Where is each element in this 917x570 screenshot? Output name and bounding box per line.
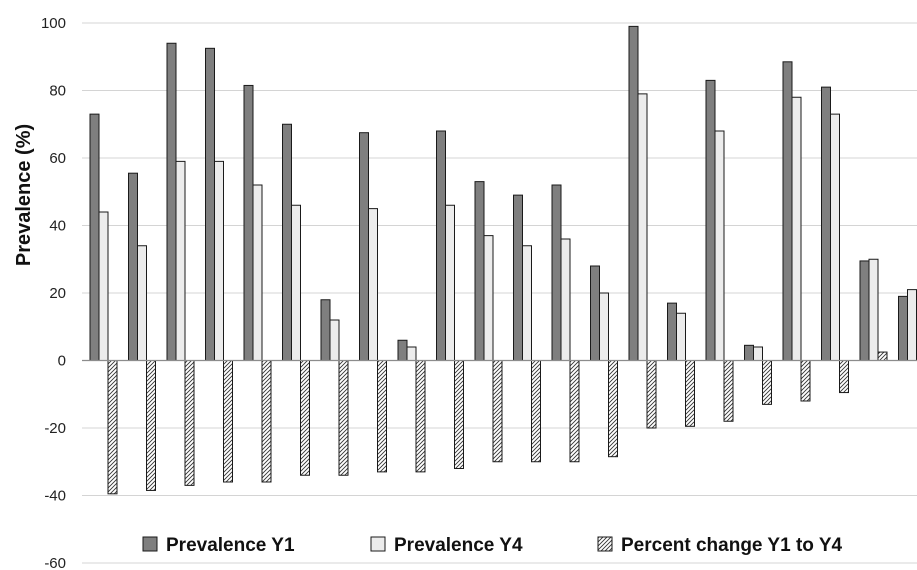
bar-prevalence-y4 xyxy=(907,289,917,361)
legend-item: Percent change Y1 to Y4 xyxy=(597,535,842,556)
bar-prevalence-y4 xyxy=(291,204,301,361)
bar-prevalence-y4 xyxy=(214,160,224,361)
bar-prevalence-y4 xyxy=(599,292,609,361)
bar-percent-change xyxy=(800,360,811,402)
bar-percent-change xyxy=(338,360,349,476)
bar-percent-change xyxy=(646,360,657,429)
bar-percent-change xyxy=(877,351,888,361)
bar-prevalence-y4 xyxy=(753,346,763,361)
bar-prevalence-y1 xyxy=(166,42,177,361)
bar-prevalence-y1 xyxy=(474,181,485,361)
legend-label: Percent change Y1 to Y4 xyxy=(621,535,842,556)
bar-prevalence-y1 xyxy=(667,302,677,361)
bar-prevalence-y1 xyxy=(243,84,254,361)
y-tick-label: 20 xyxy=(49,285,66,302)
bar-prevalence-y4 xyxy=(791,96,802,361)
bar-prevalence-y1 xyxy=(590,265,600,361)
bar-percent-change xyxy=(723,360,734,422)
bar-prevalence-y4 xyxy=(868,258,879,361)
bars xyxy=(89,25,917,495)
bar-percent-change xyxy=(608,360,618,458)
legend-swatch xyxy=(597,536,613,552)
bar-percent-change xyxy=(184,360,195,486)
legend: Prevalence Y1 Prevalence Y4 Percent change… xyxy=(142,535,842,556)
bar-prevalence-y1 xyxy=(128,172,138,361)
bar-prevalence-y1 xyxy=(628,25,639,361)
bar-prevalence-y4 xyxy=(445,204,455,361)
legend-swatch xyxy=(142,536,158,552)
y-tick-label: 0 xyxy=(58,353,66,370)
bar-prevalence-y4 xyxy=(329,319,340,361)
legend-label: Prevalence Y1 xyxy=(166,535,295,556)
bar-percent-change xyxy=(454,360,464,469)
bar-percent-change xyxy=(223,360,233,483)
bar-percent-change xyxy=(415,360,426,473)
bar-prevalence-y1 xyxy=(436,130,446,361)
y-tick-label: 80 xyxy=(49,83,66,100)
y-tick-label: 40 xyxy=(49,218,66,235)
bar-percent-change xyxy=(839,360,849,394)
bar-prevalence-y4 xyxy=(252,184,263,361)
bar-percent-change xyxy=(531,360,541,463)
bar-prevalence-y4 xyxy=(830,113,840,361)
bar-prevalence-y1 xyxy=(513,194,523,361)
bar-prevalence-y1 xyxy=(89,113,100,361)
legend-item: Prevalence Y4 xyxy=(370,535,523,556)
bar-percent-change xyxy=(107,360,118,495)
bar-prevalence-y4 xyxy=(175,160,186,361)
bar-prevalence-y1 xyxy=(205,47,215,361)
bar-prevalence-y1 xyxy=(859,260,870,361)
bar-percent-change xyxy=(146,360,156,491)
bar-prevalence-y1 xyxy=(744,344,754,361)
bar-prevalence-y4 xyxy=(98,211,109,361)
bar-percent-change xyxy=(569,360,580,463)
bar-percent-change xyxy=(261,360,272,483)
bar-percent-change xyxy=(762,360,772,405)
bar-prevalence-y1 xyxy=(821,86,831,361)
bar-prevalence-y4 xyxy=(714,130,725,361)
y-tick-label: -60 xyxy=(44,555,66,570)
bar-prevalence-y4 xyxy=(406,346,417,361)
bar-prevalence-y4 xyxy=(637,93,648,361)
bar-prevalence-y1 xyxy=(705,79,716,361)
bar-prevalence-y4 xyxy=(368,208,378,361)
y-tick-label: -20 xyxy=(44,420,66,437)
bar-percent-change xyxy=(300,360,310,476)
y-tick-label: 100 xyxy=(41,15,66,32)
bar-prevalence-y4 xyxy=(676,312,686,361)
bar-prevalence-y4 xyxy=(137,245,147,361)
legend-item: Prevalence Y1 xyxy=(142,535,295,556)
bar-prevalence-y1 xyxy=(782,61,793,361)
bar-prevalence-y1 xyxy=(320,299,331,361)
y-axis-ticks: -60 -40 -20 0 20 40 60 80 100 xyxy=(41,15,66,570)
bar-prevalence-y4 xyxy=(483,235,494,361)
bar-prevalence-y4 xyxy=(522,245,532,361)
bar-prevalence-y1 xyxy=(397,339,408,361)
bar-prevalence-y1 xyxy=(898,295,908,361)
bar-prevalence-y1 xyxy=(282,123,292,361)
bar-prevalence-y1 xyxy=(359,132,369,361)
legend-swatch xyxy=(370,536,386,552)
bar-prevalence-y1 xyxy=(551,184,562,361)
bar-percent-change xyxy=(377,360,387,473)
bar-prevalence-y4 xyxy=(560,238,571,361)
y-tick-label: 60 xyxy=(49,150,66,167)
y-tick-label: -40 xyxy=(44,488,66,505)
bar-percent-change xyxy=(492,360,503,463)
y-axis-title: Prevalence (%) xyxy=(13,124,35,266)
bar-percent-change xyxy=(685,360,695,427)
legend-label: Prevalence Y4 xyxy=(394,535,523,556)
